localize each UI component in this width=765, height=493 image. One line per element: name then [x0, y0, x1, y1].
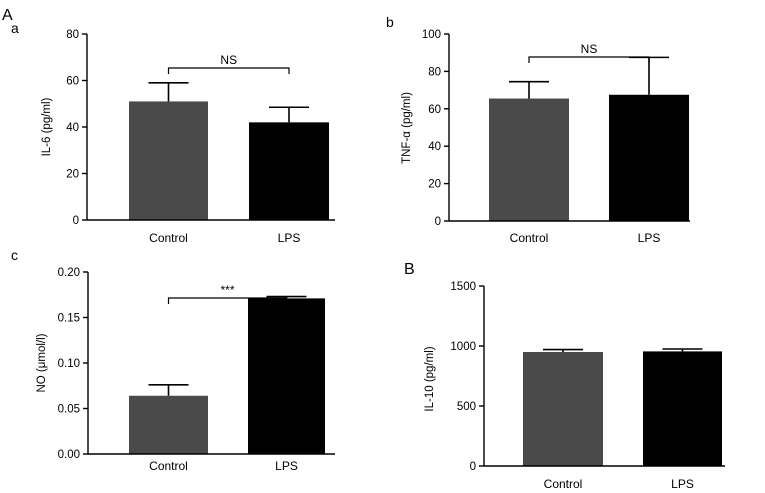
chart-c: c Control LPS 0.00 0.05 0.10 0.15 0.20 NO (μmol/… — [11, 247, 335, 473]
y-tick-label: 1000 — [450, 341, 476, 353]
y-tick-label: 0 — [435, 216, 441, 228]
chart-B: Control LPS 0 500 1000 1500 IL-10 (pg/ml) — [424, 281, 725, 491]
y-tick-label: 80 — [428, 66, 441, 78]
subpanel-label-a: a — [11, 20, 19, 36]
y-axis-label: NO (μmol/l) — [36, 333, 48, 392]
significance-bracket — [167, 67, 290, 74]
y-tick-label: 20 — [66, 169, 79, 181]
charts-container: a Control LPS 0 20 40 60 80 IL-6 (pg/ml) NS b Contr… — [11, 14, 725, 491]
y-axis-label: IL-6 (pg/ml) — [41, 97, 53, 156]
y-tick-label: 0 — [470, 461, 476, 473]
significance-label: NS — [581, 42, 598, 56]
bar-control — [489, 98, 569, 221]
y-tick-label: 0.05 — [58, 404, 80, 416]
y-tick-label: 40 — [428, 141, 441, 153]
y-tick-label: 60 — [428, 104, 441, 116]
bar-control — [129, 395, 208, 454]
y-tick-label: 500 — [457, 401, 476, 413]
y-tick-label: 0.00 — [58, 449, 80, 461]
bar-lps — [609, 94, 689, 221]
chart-b: b Control LPS 0 20 40 60 80 100 TNF-α (pg/ml) NS — [386, 14, 690, 245]
category-label-lps: LPS — [638, 231, 661, 245]
category-label-control: Control — [544, 477, 583, 491]
y-tick-label: 0 — [73, 215, 79, 227]
category-label-control: Control — [510, 231, 549, 245]
significance-label: NS — [220, 53, 237, 67]
bar-lps — [248, 298, 325, 454]
category-label-lps: LPS — [278, 231, 301, 245]
y-tick-label: 0.10 — [58, 358, 80, 370]
category-label-control: Control — [149, 459, 188, 473]
y-tick-label: 100 — [422, 29, 441, 41]
bar-lps — [249, 122, 329, 220]
y-tick-label: 1500 — [450, 281, 476, 293]
category-label-lps: LPS — [671, 477, 694, 491]
category-label-control: Control — [149, 231, 188, 245]
subpanel-label-b: b — [386, 14, 394, 30]
y-tick-label: 80 — [66, 29, 79, 41]
significance-label: *** — [220, 283, 234, 297]
bar-control — [523, 352, 603, 466]
chart-a: a Control LPS 0 20 40 60 80 IL-6 (pg/ml) NS — [11, 20, 335, 245]
y-tick-label: 20 — [428, 179, 441, 191]
y-tick-label: 60 — [66, 76, 79, 88]
y-tick-label: 0.20 — [58, 267, 80, 279]
bar-control — [129, 101, 208, 220]
y-axis-label: IL-10 (pg/ml) — [424, 346, 436, 411]
y-axis-label: TNF-α (pg/ml) — [401, 92, 413, 164]
panel-label-b-group: B — [404, 261, 415, 278]
y-tick-label: 0.15 — [58, 313, 80, 325]
panel-label-a-group: A — [2, 7, 13, 24]
category-label-lps: LPS — [275, 459, 298, 473]
subpanel-label-c: c — [11, 247, 18, 263]
significance-bracket — [528, 56, 650, 63]
bar-lps — [643, 351, 722, 466]
y-tick-label: 40 — [66, 122, 79, 134]
significance-bracket — [167, 297, 288, 304]
